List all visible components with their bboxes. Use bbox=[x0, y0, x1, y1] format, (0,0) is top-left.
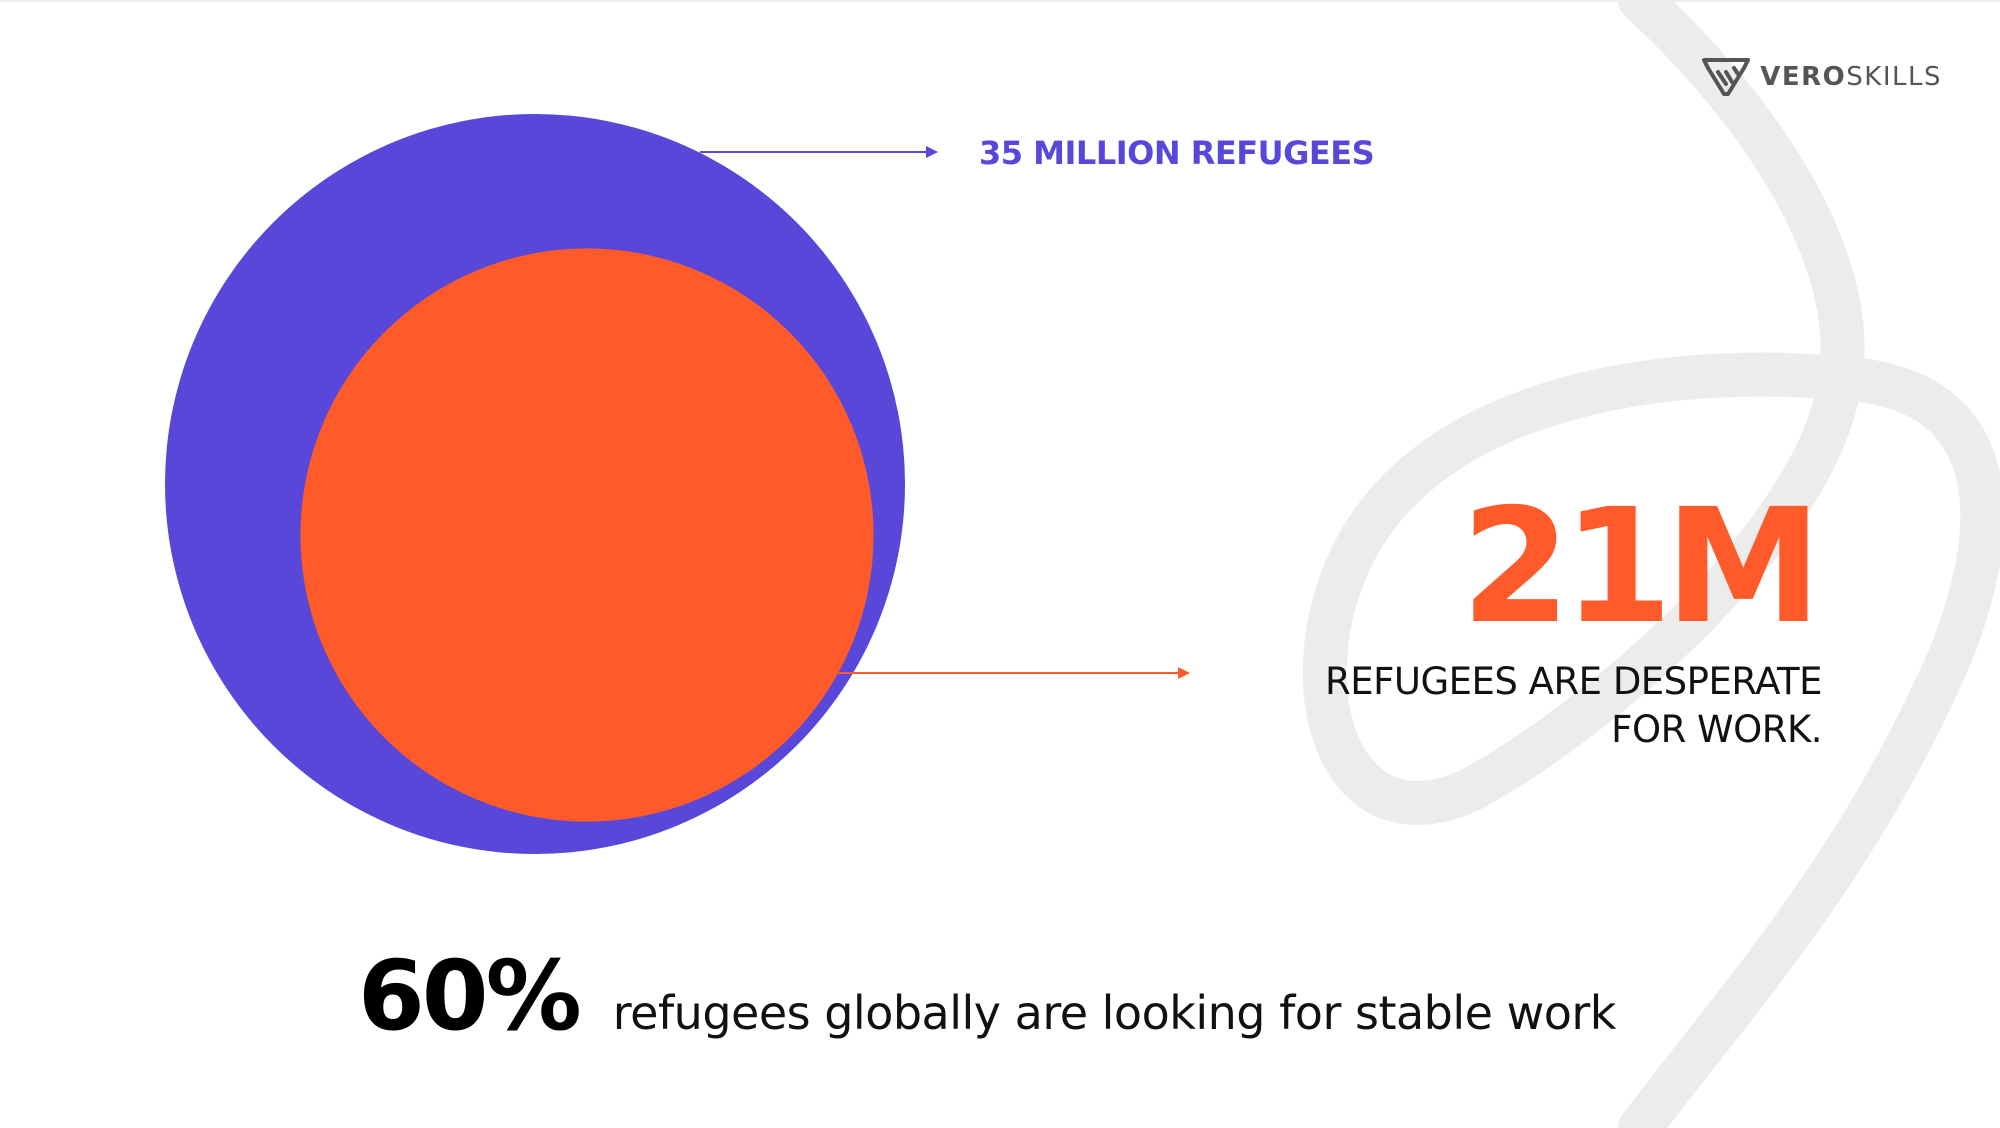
brand-wordmark-light: SKILLS bbox=[1846, 62, 1942, 92]
brand-wordmark-bold: VERO bbox=[1760, 62, 1847, 92]
veroskills-shield-icon bbox=[1702, 58, 1751, 96]
highlight-caption-line1: REFUGEES ARE DESPERATE bbox=[1325, 660, 1822, 703]
circle-refugees-seeking-work bbox=[300, 248, 874, 822]
footer-statistic: 60% refugees globally are looking for st… bbox=[358, 940, 1616, 1052]
label-total-refugees: 35 MILLION REFUGEES bbox=[979, 134, 1375, 172]
highlight-caption-line2: FOR WORK. bbox=[1611, 708, 1822, 751]
highlight-caption: REFUGEES ARE DESPERATE FOR WORK. bbox=[1262, 658, 1822, 754]
brand-wordmark: VEROSKILLS bbox=[1760, 62, 1942, 92]
brand-logo: VEROSKILLS bbox=[1700, 54, 1942, 100]
highlight-number: 21M bbox=[1460, 475, 1822, 659]
decorative-swirl bbox=[1302, 0, 2000, 1128]
footer-stat-value: 60% bbox=[358, 940, 582, 1052]
footer-stat-text: refugees globally are looking for stable… bbox=[612, 986, 1617, 1040]
top-divider bbox=[0, 0, 2000, 2]
arrow-highlight bbox=[805, 667, 1190, 679]
arrow-total bbox=[700, 146, 938, 158]
